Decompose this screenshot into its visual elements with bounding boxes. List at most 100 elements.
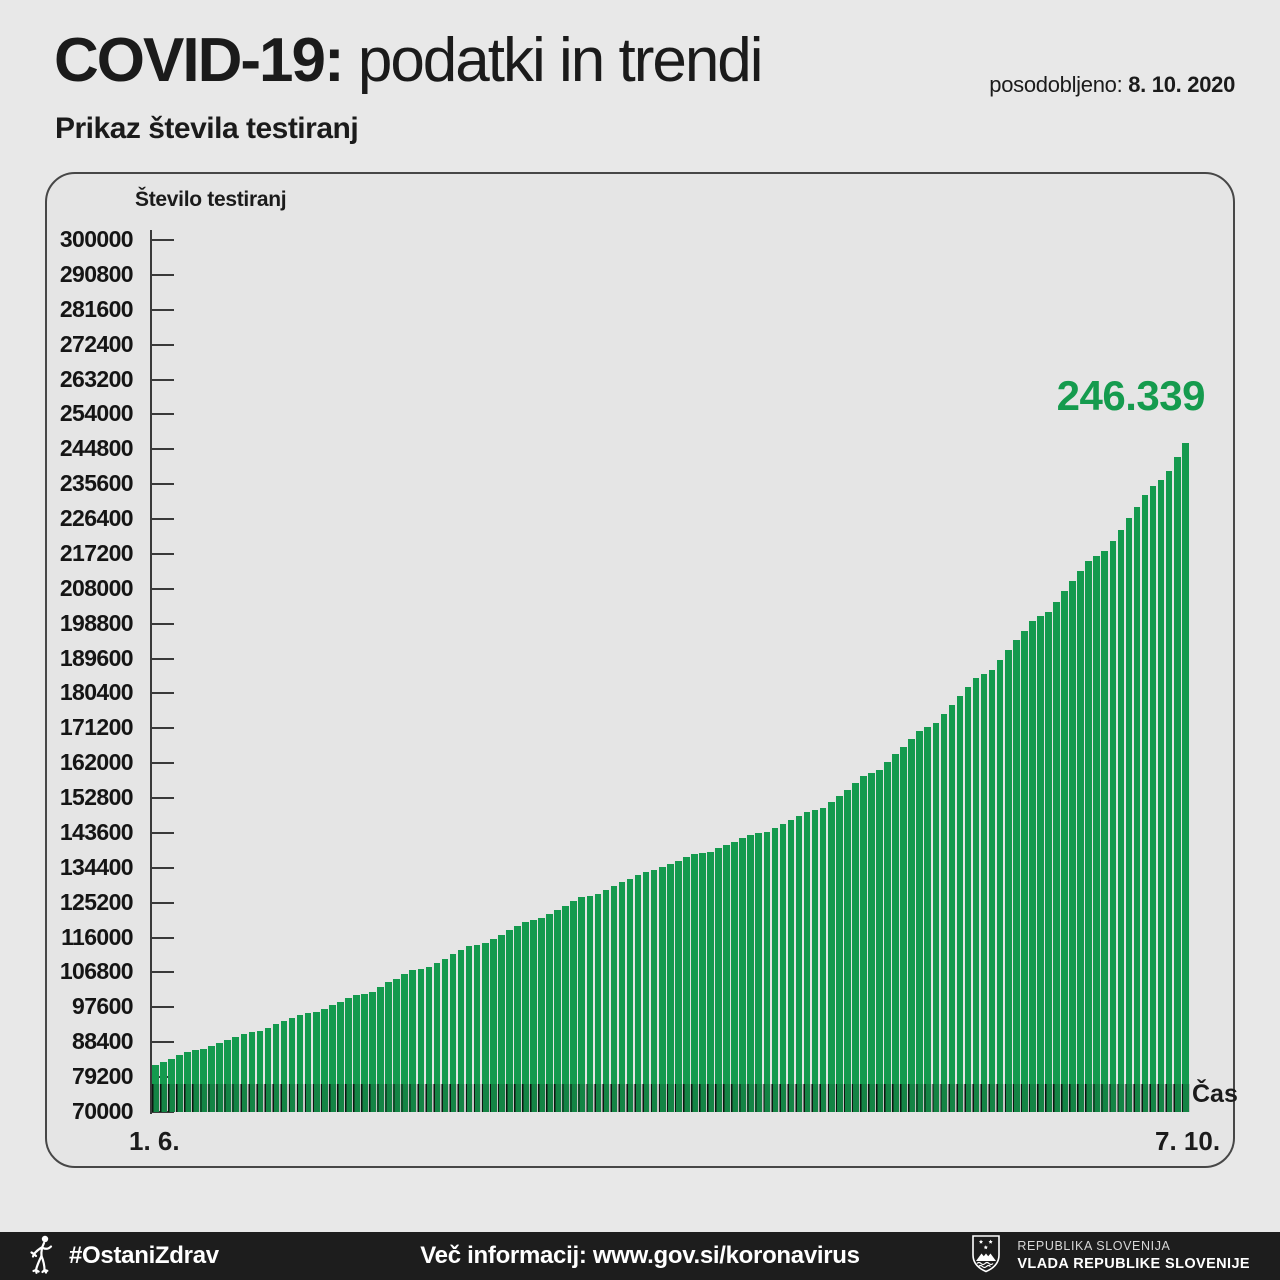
x-axis-tick-band bbox=[152, 1084, 1190, 1112]
bar bbox=[272, 1024, 280, 1112]
page-title-strong: COVID-19: bbox=[54, 26, 345, 95]
bar bbox=[747, 834, 755, 1112]
y-tick-mark bbox=[150, 622, 174, 625]
bar bbox=[908, 738, 915, 1112]
bar bbox=[248, 1032, 256, 1112]
bar bbox=[425, 966, 433, 1112]
bar bbox=[594, 894, 602, 1112]
y-tick-label: 143600 bbox=[59, 818, 134, 845]
bar bbox=[739, 838, 746, 1112]
bar-series bbox=[152, 240, 1194, 1112]
bar bbox=[320, 1008, 328, 1112]
bar bbox=[723, 844, 730, 1112]
bar bbox=[650, 870, 658, 1112]
y-tick-mark bbox=[150, 901, 174, 904]
bar bbox=[208, 1046, 215, 1112]
y-tick-label: 244800 bbox=[59, 435, 134, 462]
bar bbox=[755, 833, 763, 1112]
bar bbox=[658, 867, 666, 1112]
bar bbox=[1125, 518, 1133, 1112]
y-tick-mark bbox=[150, 1111, 174, 1113]
bar bbox=[481, 943, 489, 1112]
y-tick-mark bbox=[150, 1006, 174, 1009]
y-tick-label: 180400 bbox=[59, 679, 134, 706]
bar bbox=[892, 754, 899, 1112]
bar bbox=[1165, 470, 1173, 1112]
gov-line-2: VLADA REPUBLIKE SLOVENIJE bbox=[1017, 1255, 1250, 1272]
bar bbox=[393, 978, 400, 1112]
page-title-rest: podatki in trendi bbox=[342, 26, 764, 95]
y-tick-mark bbox=[150, 552, 174, 555]
bar bbox=[1157, 480, 1165, 1112]
bar bbox=[827, 802, 835, 1112]
bar bbox=[530, 919, 537, 1112]
y-tick-mark bbox=[150, 831, 174, 834]
bar bbox=[771, 828, 779, 1112]
bar bbox=[401, 974, 409, 1112]
y-tick-label: 162000 bbox=[59, 749, 134, 776]
y-tick-mark bbox=[150, 762, 174, 765]
bar bbox=[232, 1036, 240, 1112]
bar bbox=[795, 816, 803, 1112]
bar bbox=[811, 809, 819, 1112]
bar bbox=[1012, 640, 1020, 1112]
bar bbox=[1109, 540, 1117, 1112]
bar bbox=[514, 925, 521, 1112]
x-tick-last: 7. 10. bbox=[1155, 1126, 1221, 1156]
bar bbox=[457, 950, 465, 1112]
bar bbox=[498, 934, 505, 1112]
bar bbox=[1029, 621, 1036, 1112]
y-tick-mark bbox=[150, 239, 174, 241]
bar bbox=[256, 1031, 264, 1112]
bar bbox=[707, 851, 714, 1112]
bar bbox=[216, 1043, 223, 1112]
bar bbox=[787, 820, 795, 1112]
bar bbox=[860, 776, 867, 1112]
bar bbox=[345, 998, 352, 1112]
bar bbox=[337, 1001, 344, 1112]
bar bbox=[988, 669, 996, 1112]
bar bbox=[924, 726, 932, 1112]
y-tick-mark bbox=[150, 657, 174, 660]
bar bbox=[779, 824, 787, 1112]
bar bbox=[932, 723, 940, 1112]
y-tick-label: 171200 bbox=[59, 714, 134, 741]
bar bbox=[900, 746, 907, 1112]
bar bbox=[554, 909, 561, 1112]
y-tick-label: 152800 bbox=[59, 784, 134, 811]
bar bbox=[675, 860, 682, 1112]
bar bbox=[1133, 506, 1141, 1112]
bar bbox=[876, 770, 883, 1112]
bar bbox=[184, 1051, 191, 1112]
bar bbox=[1181, 443, 1189, 1112]
bar bbox=[884, 762, 891, 1112]
y-tick-label: 290800 bbox=[59, 260, 134, 287]
bar bbox=[618, 882, 626, 1112]
bar bbox=[916, 730, 923, 1112]
bar bbox=[473, 944, 481, 1112]
bar bbox=[1173, 457, 1181, 1112]
footer-right: REPUBLIKA SLOVENIJA VLADA REPUBLIKE SLOV… bbox=[969, 1232, 1250, 1280]
bar bbox=[489, 938, 497, 1112]
final-value-callout: 246.339 bbox=[1056, 372, 1206, 419]
bar bbox=[1077, 570, 1084, 1112]
y-tick-label: 263200 bbox=[59, 365, 134, 392]
bar bbox=[377, 987, 384, 1112]
bar bbox=[699, 852, 706, 1112]
y-tick-mark bbox=[150, 587, 174, 590]
y-tick-label: 198800 bbox=[59, 609, 134, 636]
x-tick-first: 1. 6. bbox=[129, 1126, 180, 1156]
y-tick-mark bbox=[150, 413, 174, 416]
bar bbox=[506, 930, 513, 1112]
bar bbox=[353, 995, 360, 1112]
bar bbox=[369, 992, 376, 1112]
footer-left: #OstaniZdrav bbox=[28, 1232, 219, 1280]
bar bbox=[731, 841, 738, 1112]
bar bbox=[996, 660, 1004, 1112]
y-tick-label: 235600 bbox=[59, 470, 134, 497]
bar bbox=[361, 993, 368, 1112]
bar bbox=[803, 811, 811, 1112]
chart-subtitle: Prikaz števila testiranj bbox=[55, 112, 359, 145]
bar bbox=[868, 773, 875, 1112]
